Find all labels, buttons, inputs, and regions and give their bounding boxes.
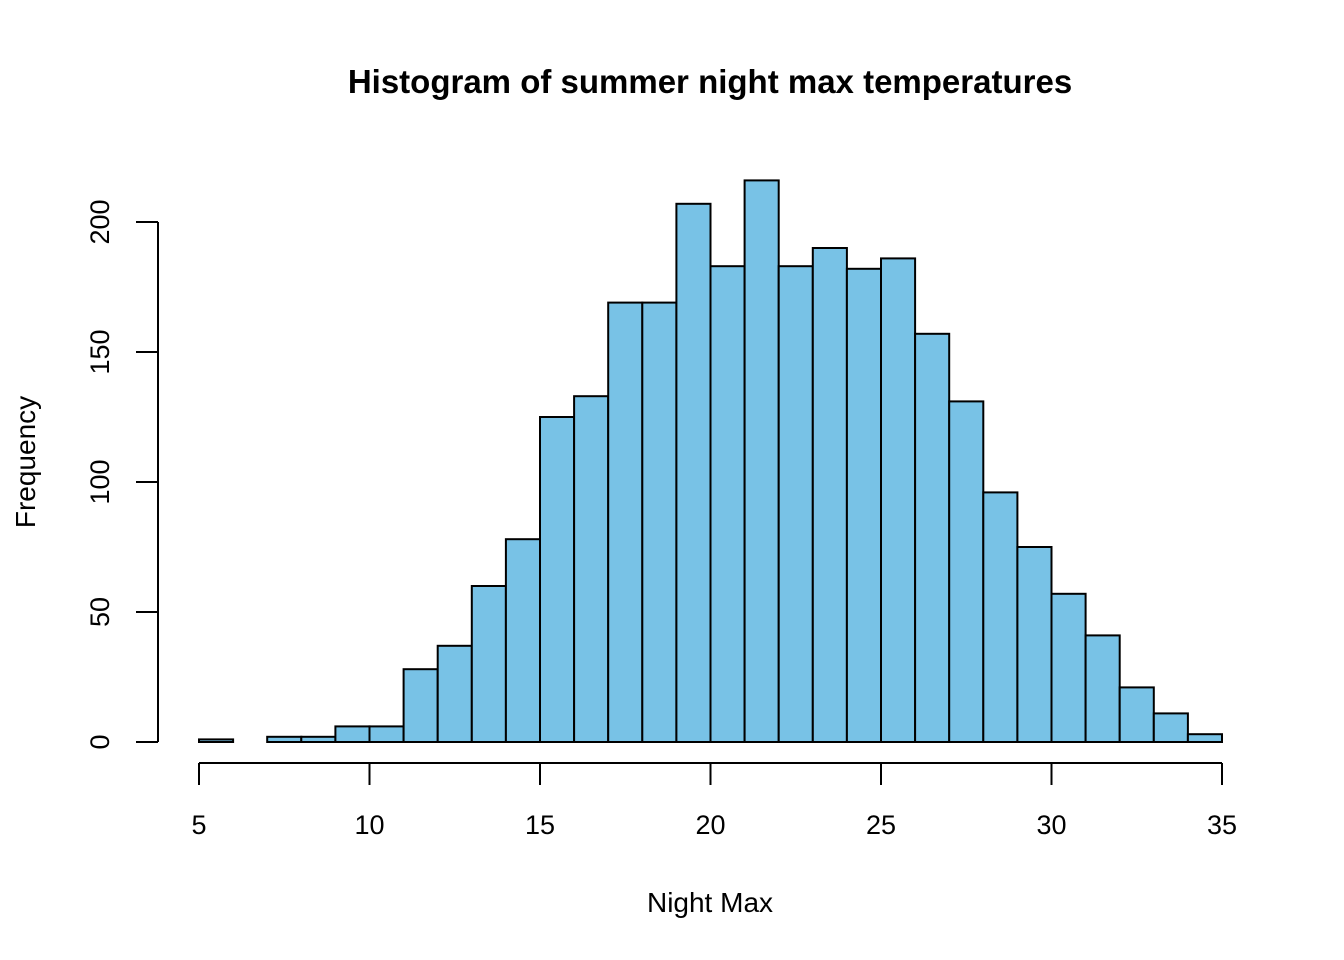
bars-group [198, 179, 1224, 744]
histogram-bar [300, 735, 337, 743]
histogram-bar [573, 395, 610, 743]
histogram-bar [1050, 592, 1087, 743]
histogram-bar [1152, 712, 1189, 744]
histogram-bar [402, 668, 439, 744]
y-axis: 0 50 100 150 200 [85, 199, 159, 750]
histogram-bar [368, 725, 405, 744]
histogram-bar [948, 400, 985, 743]
histogram-bar [982, 491, 1019, 743]
histogram-bar [1016, 546, 1053, 743]
x-tick-label: 20 [695, 810, 725, 840]
x-axis-title: Night Max [647, 887, 773, 918]
histogram-bar [607, 301, 644, 743]
y-tick-label: 100 [85, 459, 115, 504]
histogram-bar [845, 267, 883, 743]
histogram-bar [504, 538, 541, 744]
histogram-bar [1186, 733, 1224, 744]
x-tick-label: 35 [1207, 810, 1237, 840]
x-tick-label: 15 [525, 810, 555, 840]
y-tick-label: 0 [85, 734, 115, 749]
histogram-bar [1118, 686, 1155, 744]
y-tick-label: 50 [85, 597, 115, 627]
histogram-bar [709, 265, 746, 743]
x-tick-label: 10 [354, 810, 384, 840]
y-tick-label: 150 [85, 329, 115, 374]
histogram-bar [641, 301, 678, 743]
histogram-bar [777, 265, 814, 743]
y-tick-label: 200 [85, 199, 115, 244]
x-tick-label: 25 [866, 810, 896, 840]
histogram-bar [198, 738, 235, 744]
histogram-bar [880, 257, 917, 743]
histogram-bar [743, 179, 780, 743]
histogram-bar [1084, 634, 1121, 744]
chart-title: Histogram of summer night max temperatur… [348, 63, 1072, 100]
histogram-bar [334, 725, 371, 744]
histogram-bar [811, 247, 848, 743]
x-axis: 5 10 15 20 25 30 35 [191, 762, 1237, 840]
histogram-bar [436, 644, 473, 743]
histogram-bar [675, 202, 712, 744]
y-axis-title: Frequency [10, 396, 41, 528]
x-tick-label: 30 [1036, 810, 1066, 840]
histogram-bar [539, 416, 576, 743]
histogram-bar [470, 585, 507, 743]
histogram-bar [914, 332, 951, 743]
x-tick-label: 5 [191, 810, 206, 840]
histogram-bar [266, 735, 303, 743]
